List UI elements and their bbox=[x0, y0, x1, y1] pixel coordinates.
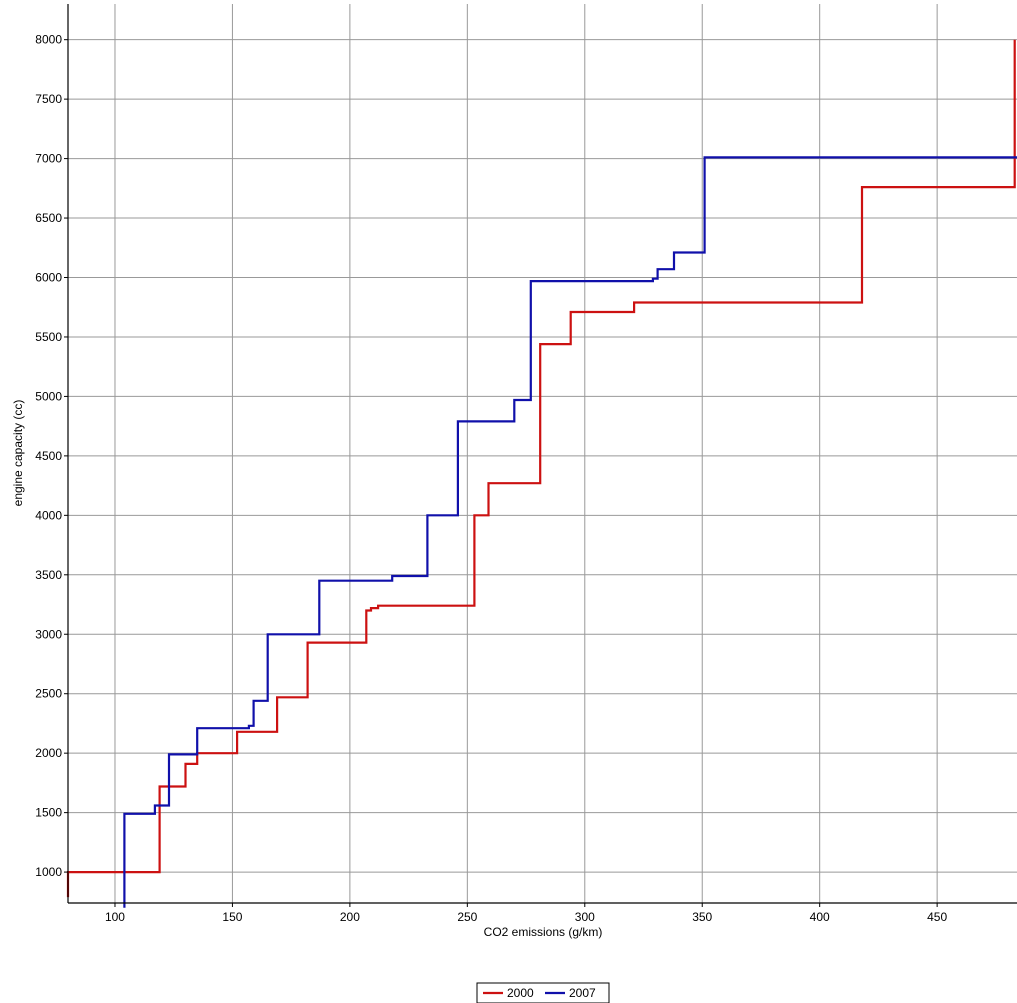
series-lines bbox=[66, 39, 1017, 908]
x-axis-title: CO2 emissions (g/km) bbox=[484, 925, 603, 939]
y-tick-label-7500: 7500 bbox=[35, 92, 62, 106]
y-tick-label-8000: 8000 bbox=[35, 33, 62, 47]
y-tick-label-5500: 5500 bbox=[35, 330, 62, 344]
x-tick-label-250: 250 bbox=[457, 910, 477, 924]
x-tick-label-400: 400 bbox=[810, 910, 830, 924]
y-tick-label-7000: 7000 bbox=[35, 152, 62, 166]
x-tick-label-350: 350 bbox=[692, 910, 712, 924]
y-tick-label-1500: 1500 bbox=[35, 806, 62, 820]
y-tick-label-3000: 3000 bbox=[35, 627, 62, 641]
x-tick-label-100: 100 bbox=[105, 910, 125, 924]
x-tick-labels: 100 150 200 250 300 350 400 450 bbox=[105, 910, 948, 924]
y-tick-label-6000: 6000 bbox=[35, 271, 62, 285]
y-tick-labels: 1000 1500 2000 2500 3000 3500 4000 4500 5000 5500… bbox=[35, 33, 62, 879]
axes bbox=[64, 4, 1017, 907]
legend-label-2007: 2007 bbox=[569, 986, 596, 1000]
x-tick-label-200: 200 bbox=[340, 910, 360, 924]
legend-box bbox=[476, 982, 610, 1003]
y-axis-title: engine capacity (cc) bbox=[11, 400, 25, 507]
y-tick-label-3500: 3500 bbox=[35, 568, 62, 582]
y-tick-label-2500: 2500 bbox=[35, 687, 62, 701]
y-tick-label-1000: 1000 bbox=[35, 865, 62, 879]
series-line-2000 bbox=[66, 39, 1016, 898]
y-tick-label-4500: 4500 bbox=[35, 449, 62, 463]
y-tick-label-2000: 2000 bbox=[35, 746, 62, 760]
x-tick-label-300: 300 bbox=[575, 910, 595, 924]
x-tick-label-150: 150 bbox=[222, 910, 242, 924]
legend-label-2000: 2000 bbox=[507, 986, 534, 1000]
y-tick-label-6500: 6500 bbox=[35, 211, 62, 225]
series-line-2007 bbox=[123, 156, 1017, 908]
y-tick-label-5000: 5000 bbox=[35, 389, 62, 403]
legend: 2000 2007 bbox=[476, 982, 610, 1003]
y-tick-label-4000: 4000 bbox=[35, 508, 62, 522]
x-tick-label-450: 450 bbox=[927, 910, 947, 924]
